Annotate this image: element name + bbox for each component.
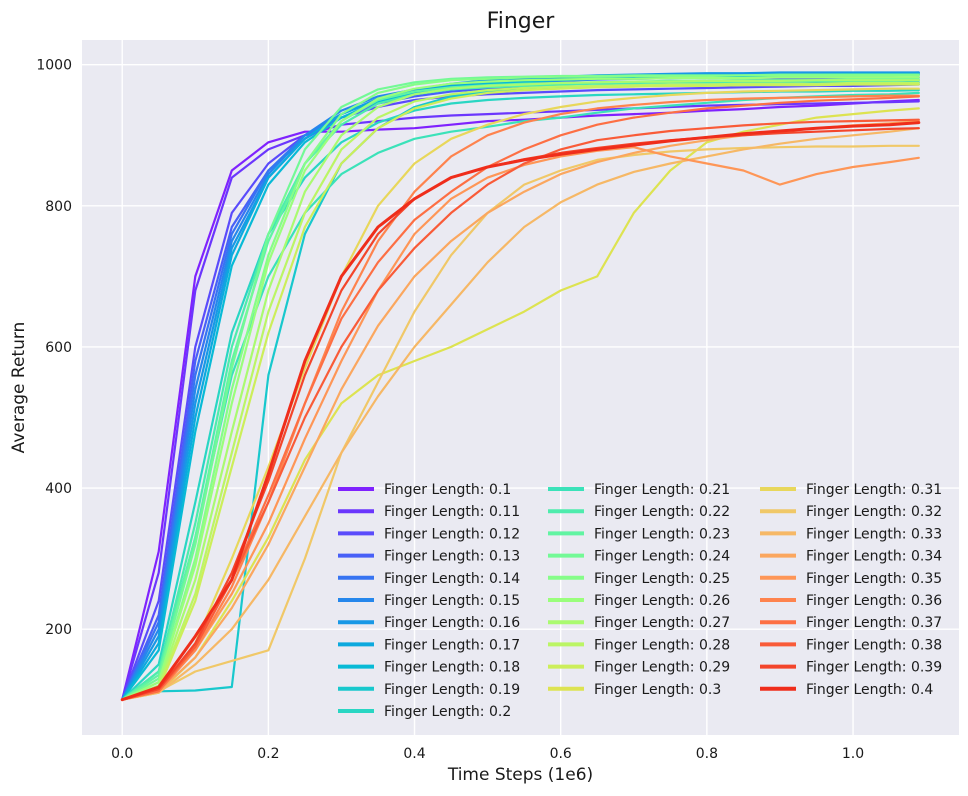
legend-label: Finger Length: 0.39 [806,660,942,676]
series-lines [120,71,921,702]
tick-labels: 0.0 0.2 0.4 0.6 0.8 1.0 200 400 600 800 1000 [36,58,864,762]
legend-label: Finger Length: 0.24 [594,549,730,565]
x-axis-label: Time Steps (1e6) [447,765,593,785]
legend-label: Finger Length: 0.12 [384,526,520,542]
legend-label: Finger Length: 0.19 [384,682,520,698]
x-tick-label: 0.2 [257,746,279,762]
legend-label: Finger Length: 0.17 [384,637,520,653]
legend-label: Finger Length: 0.1 [384,482,511,498]
legend: Finger Length: 0.1 Finger Length: 0.11 Fin… [338,482,942,720]
legend-label: Finger Length: 0.14 [384,571,520,587]
legend-label: Finger Length: 0.28 [594,637,730,653]
y-tick-label: 1000 [36,58,72,74]
legend-label: Finger Length: 0.32 [806,504,942,520]
x-tick-label: 1.0 [842,746,864,762]
legend-label: Finger Length: 0.31 [806,482,942,498]
legend-label: Finger Length: 0.3 [594,682,721,698]
legend-label: Finger Length: 0.35 [806,571,942,587]
legend-label: Finger Length: 0.18 [384,660,520,676]
legend-label: Finger Length: 0.21 [594,482,730,498]
y-tick-label: 200 [45,622,72,638]
legend-label: Finger Length: 0.11 [384,504,520,520]
legend-label: Finger Length: 0.34 [806,549,942,565]
x-tick-label: 0.0 [111,746,133,762]
legend-label: Finger Length: 0.23 [594,526,730,542]
legend-label: Finger Length: 0.4 [806,682,933,698]
legend-label: Finger Length: 0.37 [806,615,942,631]
series-line [121,144,920,701]
series-line [121,95,920,701]
y-tick-label: 800 [45,199,72,215]
series-line [121,81,920,701]
legend-label: Finger Length: 0.2 [384,704,511,720]
legend-label: Finger Length: 0.15 [384,593,520,609]
x-tick-label: 0.6 [550,746,572,762]
series-line [121,118,920,701]
legend-label: Finger Length: 0.13 [384,549,520,565]
series-line [121,127,920,701]
legend-label: Finger Length: 0.27 [594,615,730,631]
series-line [121,146,920,701]
series-line [121,79,920,701]
legend-label: Finger Length: 0.22 [594,504,730,520]
series-line [120,121,921,702]
legend-label: Finger Length: 0.26 [594,593,730,609]
series-line [121,74,920,701]
series-line [121,98,920,701]
legend-label: Finger Length: 0.25 [594,571,730,587]
series-line [121,83,920,701]
y-axis-label: Average Return [9,322,29,454]
x-tick-label: 0.8 [696,746,718,762]
y-tick-label: 600 [45,340,72,356]
y-tick-label: 400 [45,481,72,497]
chart-title: Finger [487,9,556,34]
series-line [121,87,920,701]
legend-label: Finger Length: 0.36 [806,593,942,609]
series-line [121,76,920,701]
legend-label: Finger Length: 0.16 [384,615,520,631]
legend-label: Finger Length: 0.33 [806,526,942,542]
x-tick-label: 0.4 [403,746,425,762]
series-line [121,100,920,701]
legend-label: Finger Length: 0.29 [594,660,730,676]
legend-label: Finger Length: 0.38 [806,637,942,653]
series-line [121,83,920,701]
